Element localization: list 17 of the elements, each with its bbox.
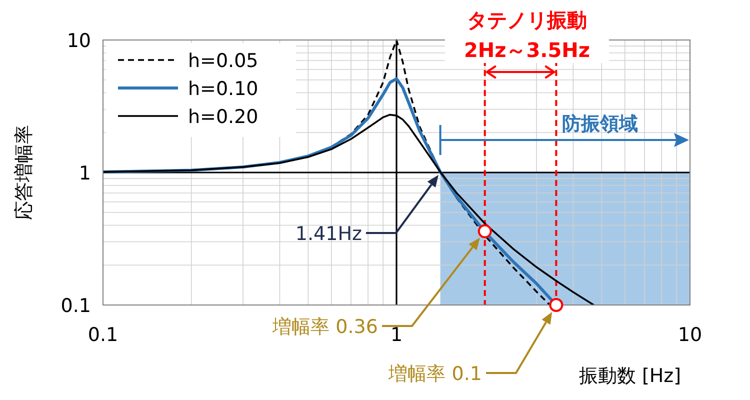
x-axis-title: 振動数 [Hz] [578,365,682,387]
legend-label: h=0.05 [188,50,258,72]
y-tick-label: 0.1 [60,295,91,317]
y-tick-label: 1 [78,162,91,184]
legend-label: h=0.20 [188,106,258,128]
text: タテノリ振動 [467,8,587,32]
text: 増幅率 0.36 [272,316,378,338]
x-tick-label: 0.1 [88,324,118,346]
annotation: 2Hz～3.5Hz [464,38,590,62]
x-tick-label: 10 [678,324,702,346]
x-tick-label: 1 [390,324,403,346]
text: 増幅率 0.1 [388,363,482,385]
legend-label: h=0.10 [188,78,258,100]
y-tick-label: 10 [66,30,91,52]
annotation: 1.41Hz [295,223,362,245]
y-axis-title: 応答増幅率 [13,125,35,220]
band-label: 防振領域 [562,113,638,135]
